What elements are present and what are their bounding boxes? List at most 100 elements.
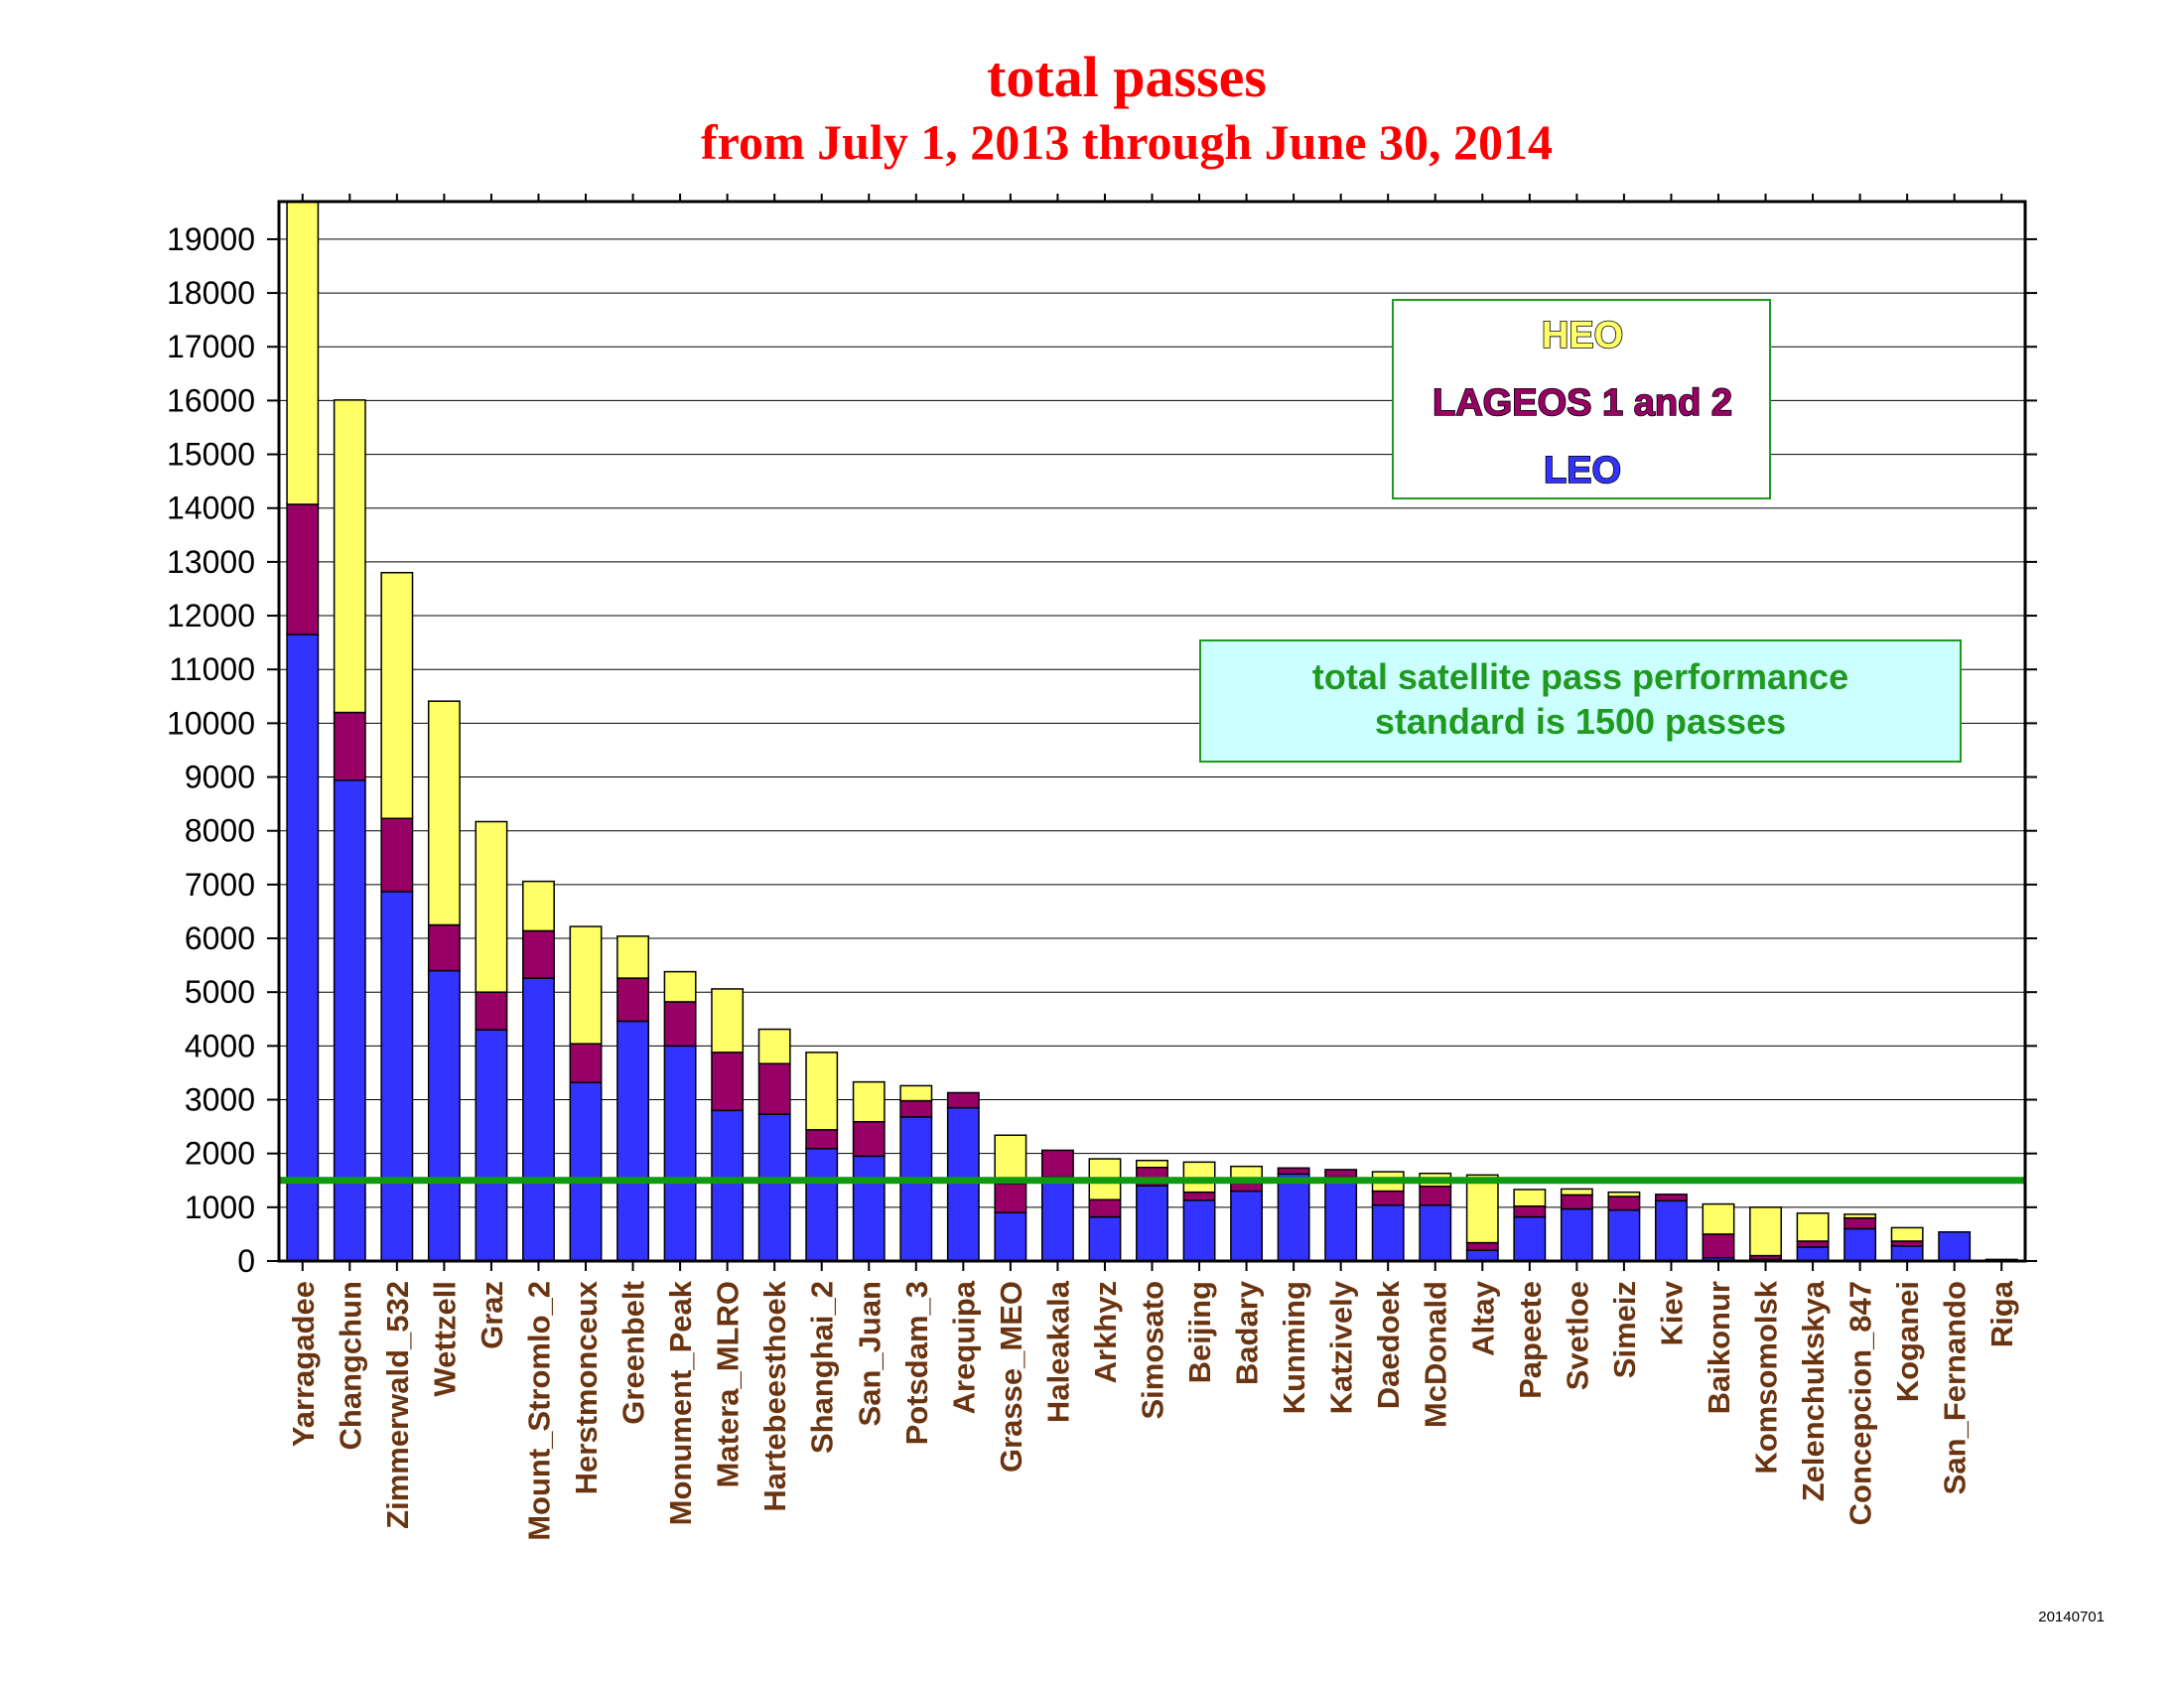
bar-segment-leo bbox=[899, 1116, 933, 1262]
x-tick-label: Papeete bbox=[1513, 1281, 1548, 1399]
bar-segment-lageos bbox=[994, 1183, 1027, 1214]
y-tick-label: 10000 bbox=[167, 705, 255, 741]
y-tick-label: 14000 bbox=[167, 491, 255, 526]
bar-segment-lageos bbox=[286, 503, 320, 635]
x-tick-label: Daedoek bbox=[1371, 1280, 1406, 1409]
y-tick-label: 12000 bbox=[167, 598, 255, 633]
x-tick-label: McDonald bbox=[1419, 1281, 1453, 1428]
bar-segment-lageos bbox=[1796, 1240, 1830, 1248]
bar-segment-leo bbox=[1513, 1215, 1547, 1262]
bar-segment-lageos bbox=[711, 1052, 745, 1112]
bar-segment-heo bbox=[616, 935, 649, 979]
chart-subtitle: from July 1, 2013 through June 30, 2014 bbox=[701, 114, 1553, 170]
performance-note-line-2: standard is 1500 passes bbox=[1375, 701, 1786, 742]
bar-segment-leo bbox=[1843, 1227, 1877, 1262]
bar-segment-leo bbox=[333, 779, 366, 1262]
bar-segment-leo bbox=[1560, 1207, 1593, 1262]
bar-segment-leo bbox=[1182, 1199, 1216, 1262]
bar-segment-lageos bbox=[1040, 1149, 1074, 1179]
bar-segment-leo bbox=[1277, 1173, 1310, 1262]
x-tick-label: Kiev bbox=[1654, 1280, 1689, 1345]
bar-segment-lageos bbox=[569, 1043, 603, 1083]
bar-segment-lageos bbox=[899, 1099, 933, 1118]
bar-segment-lageos bbox=[1702, 1233, 1735, 1259]
bar-segment-lageos bbox=[1182, 1191, 1216, 1201]
bar-segment-lageos bbox=[1655, 1194, 1688, 1202]
bar-segment-heo bbox=[1890, 1226, 1924, 1242]
bar-segment-leo bbox=[475, 1029, 508, 1262]
bar-segment-heo bbox=[1560, 1188, 1593, 1196]
bar-segment-lageos bbox=[616, 977, 649, 1023]
bar-segment-lageos bbox=[427, 923, 461, 972]
y-tick-label: 5000 bbox=[185, 974, 255, 1010]
bar-segment-leo bbox=[1230, 1190, 1264, 1262]
bar-segment-leo bbox=[1465, 1249, 1499, 1262]
y-tick-label: 6000 bbox=[185, 920, 255, 956]
bar-segment-leo bbox=[994, 1211, 1027, 1262]
x-axis-ticks: Yarragadee Changchun Zimmerwald_532 Wettzel… bbox=[286, 194, 2019, 1541]
bar-segment-heo bbox=[1843, 1213, 1877, 1219]
x-tick-label: Yarragadee bbox=[286, 1281, 321, 1447]
bar-segment-lageos bbox=[946, 1091, 980, 1109]
x-tick-label: Simeiz bbox=[1607, 1281, 1642, 1378]
bar-segment-lageos bbox=[1230, 1182, 1264, 1193]
bar-segment-leo bbox=[569, 1081, 603, 1262]
bar-segment-leo bbox=[427, 969, 461, 1262]
bar-segment-leo bbox=[805, 1148, 839, 1262]
x-tick-label: Grasse_MEO bbox=[994, 1281, 1028, 1473]
bar-segment-lageos bbox=[1324, 1169, 1358, 1179]
bar-segment-lageos bbox=[1371, 1190, 1405, 1206]
bar-segment-leo bbox=[1088, 1215, 1122, 1262]
bar-segment-leo bbox=[757, 1113, 791, 1262]
bar-segment-heo bbox=[899, 1084, 933, 1102]
performance-note-line-1: total satellite pass performance bbox=[1312, 656, 1848, 697]
bar-segment-leo bbox=[1419, 1203, 1452, 1262]
bar-segment-lageos bbox=[1277, 1167, 1310, 1176]
bar-segment-heo bbox=[380, 571, 414, 819]
x-tick-label: Baikonur bbox=[1702, 1281, 1736, 1414]
legend-entry-heo: HEO bbox=[1542, 315, 1623, 356]
bar-segment-heo bbox=[663, 970, 697, 1003]
bar-segment-lageos bbox=[1419, 1185, 1452, 1206]
performance-note-box bbox=[1199, 639, 1962, 763]
date-stamp: 20140701 bbox=[2038, 1609, 2105, 1625]
bar-segment-heo bbox=[1607, 1191, 1641, 1197]
x-tick-label: Koganei bbox=[1890, 1281, 1925, 1402]
bar-segment-heo bbox=[757, 1028, 791, 1064]
bar-segment-lageos bbox=[1560, 1194, 1593, 1210]
bar-segment-lageos bbox=[1465, 1241, 1499, 1251]
bar-segment-leo bbox=[1324, 1176, 1358, 1262]
x-tick-label: San_Fernando bbox=[1938, 1281, 1973, 1494]
y-tick-label: 17000 bbox=[167, 329, 255, 364]
y-tick-label: 7000 bbox=[185, 867, 255, 903]
x-tick-label: Katzively bbox=[1324, 1280, 1359, 1414]
bar-segment-heo bbox=[852, 1080, 886, 1123]
bar-segment-leo bbox=[711, 1109, 745, 1262]
x-tick-label: Monument_Peak bbox=[663, 1280, 698, 1525]
x-tick-label: Greenbelt bbox=[616, 1281, 651, 1425]
bar-segment-lageos bbox=[475, 991, 508, 1031]
x-tick-label: Arkhyz bbox=[1088, 1281, 1123, 1383]
bar-segment-lageos bbox=[333, 711, 366, 781]
bar-segment-heo bbox=[1513, 1189, 1547, 1207]
legend-entry-lageos: LAGEOS 1 and 2 bbox=[1433, 382, 1732, 424]
bar-segment-lageos bbox=[522, 929, 555, 979]
bar-segment-lageos bbox=[1607, 1196, 1641, 1211]
x-tick-label: Arequipa bbox=[946, 1280, 981, 1414]
bar-segment-leo bbox=[380, 891, 414, 1262]
y-tick-label: 15000 bbox=[167, 437, 255, 473]
legend-box bbox=[1392, 299, 1771, 499]
bar-segment-heo bbox=[711, 988, 745, 1054]
bar-segment-heo bbox=[994, 1134, 1027, 1185]
bar-segment-lageos bbox=[380, 817, 414, 893]
bar-segment-leo bbox=[663, 1045, 697, 1262]
performance-note: total satellite pass performance standar… bbox=[1199, 639, 1962, 763]
bar-segment-leo bbox=[1796, 1246, 1830, 1262]
bar-segment-leo bbox=[946, 1106, 980, 1262]
y-tick-label: 4000 bbox=[185, 1028, 255, 1063]
x-tick-label: Mount_Stromlo_2 bbox=[521, 1281, 556, 1541]
bar-segment-leo bbox=[1938, 1231, 1972, 1262]
bar-segment-heo bbox=[1702, 1202, 1735, 1235]
bar-segment-lageos bbox=[1088, 1198, 1122, 1218]
